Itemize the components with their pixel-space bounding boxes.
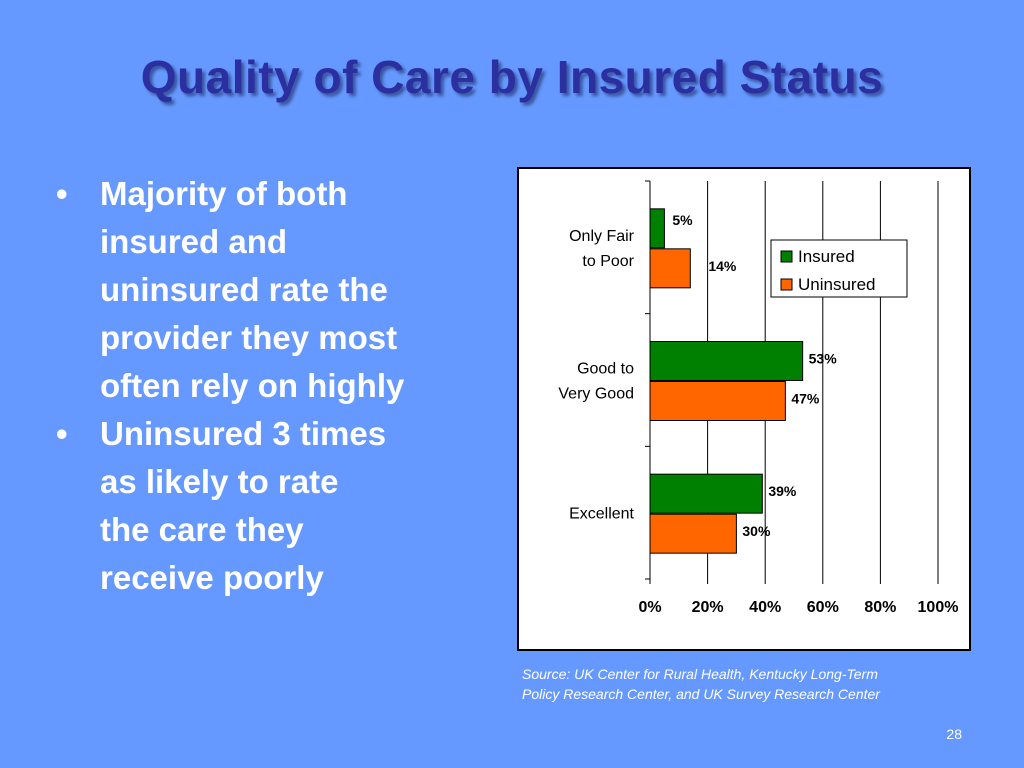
category-label: Good to	[577, 361, 634, 378]
data-label: 47%	[791, 391, 820, 407]
source-line: Source: UK Center for Rural Health, Kent…	[522, 666, 878, 682]
source-line: Policy Research Center, and UK Survey Re…	[522, 686, 880, 702]
category-label: Very Good	[558, 386, 634, 403]
x-tick-label: 0%	[638, 599, 661, 616]
data-label: 30%	[742, 523, 771, 539]
bullet-line: often rely on highly	[100, 367, 405, 404]
legend-swatch-insured	[780, 250, 793, 263]
chart-frame: 0% 20% 40% 60% 80% 100% 5% 14% Only Fair to Poor 5…	[517, 167, 971, 651]
bullet-item: • Uninsured 3 times as likely to rate th…	[56, 410, 486, 602]
legend-swatch-uninsured	[780, 278, 793, 291]
x-tick-label: 40%	[749, 599, 781, 616]
slide-title: Quality of Care by Insured Status	[140, 51, 884, 103]
data-label: 53%	[809, 351, 838, 367]
x-tick-label: 20%	[692, 599, 724, 616]
x-tick-label: 60%	[807, 599, 839, 616]
bar-uninsured	[649, 381, 786, 421]
bullet-line: as likely to rate	[100, 463, 339, 500]
bullet-line: Uninsured 3 times	[100, 415, 387, 452]
page-number: 28	[946, 726, 962, 742]
bullet-glyph: •	[56, 175, 68, 212]
x-tick-label: 80%	[864, 599, 896, 616]
category-label: Excellent	[569, 506, 634, 523]
bar-insured	[649, 473, 763, 514]
bar-uninsured	[649, 513, 737, 554]
data-label: 39%	[768, 483, 797, 499]
bar-insured	[649, 208, 665, 249]
category-label: Only Fair	[569, 228, 635, 245]
bullet-line: insured and	[100, 223, 288, 260]
bullet-line: receive poorly	[100, 559, 324, 596]
data-label: 5%	[672, 212, 693, 228]
bullet-item: • Majority of both insured and uninsured…	[56, 170, 486, 410]
bullet-list: • Majority of both insured and uninsured…	[56, 170, 486, 602]
category-label: to Poor	[582, 253, 634, 270]
x-tick-label: 100%	[918, 599, 959, 616]
bar-insured	[649, 341, 804, 381]
bar-chart: 0% 20% 40% 60% 80% 100% 5% 14% Only Fair to Poor 5…	[558, 180, 959, 616]
legend-label-uninsured: Uninsured	[798, 275, 876, 294]
legend-box	[770, 239, 908, 298]
source-note: Source: UK Center for Rural Health, Kent…	[522, 664, 982, 704]
bullet-line: Majority of both	[100, 175, 348, 212]
legend-label-insured: Insured	[798, 247, 855, 266]
bullet-glyph: •	[56, 415, 68, 452]
bullet-line: provider they most	[100, 319, 398, 356]
bullet-line: the care they	[100, 511, 304, 548]
data-label: 14%	[708, 258, 737, 274]
bullet-line: uninsured rate the	[100, 271, 388, 308]
bar-uninsured	[649, 248, 691, 289]
